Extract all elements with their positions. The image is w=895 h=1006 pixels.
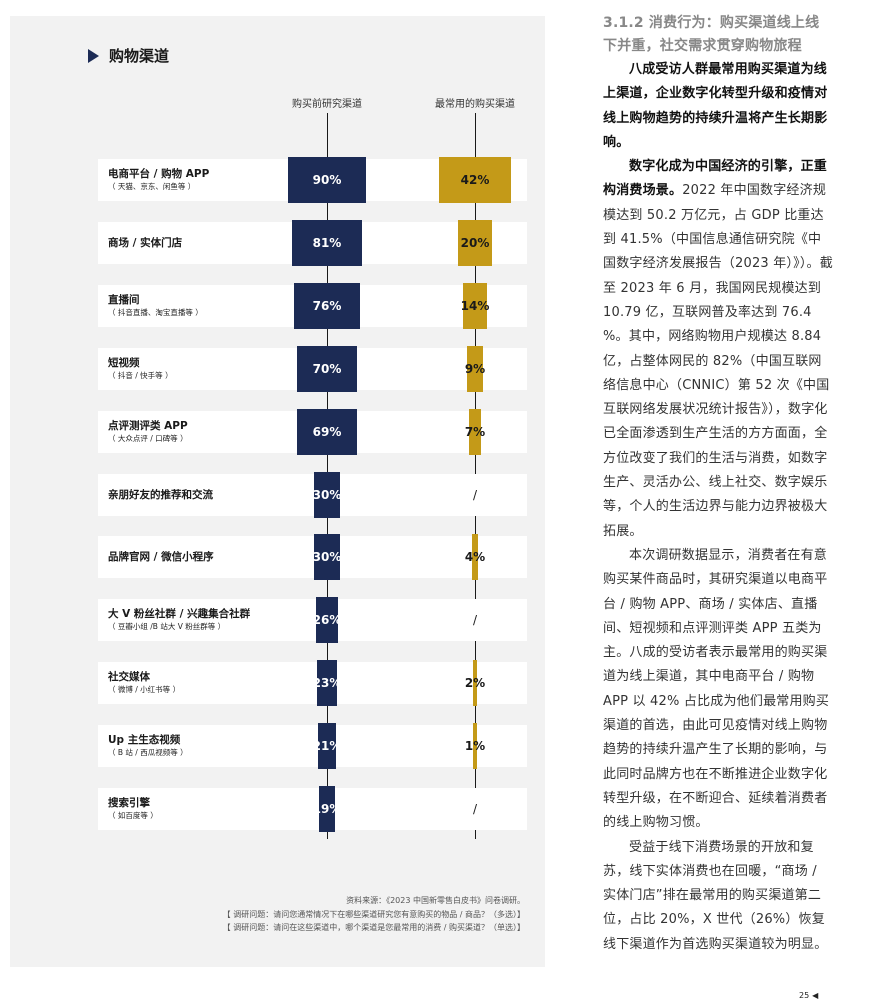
channel-examples: （ 如百度等 ） (108, 811, 158, 820)
article-column: 3.1.2 消费行为：购买渠道线上线下并重，社交需求贯穿购物旅程 八成受访人群最… (603, 12, 833, 957)
common-value-label: 2% (464, 676, 486, 691)
channel-examples: （ 抖音 / 快手等 ） (108, 370, 173, 380)
research-bar: 30% (313, 534, 341, 581)
channel-examples: （ B 站 / 西瓜视频等 ） (108, 748, 188, 758)
channel-row: Up 主生态视频（ B 站 / 西瓜视频等 ） (98, 725, 527, 768)
channel-examples: （ 豆瓣小组 /B 站大 V 粉丝群等 ） (108, 622, 226, 632)
channel-label: 商场 / 实体门店 (108, 236, 182, 250)
research-bar: 23% (313, 660, 341, 707)
common-value-label: / (472, 487, 478, 502)
common-value-label: / (472, 802, 478, 816)
paragraph-1: 数字化成为中国经济的引擎，正重构消费场景。2022 年中国数字经济规模达到 50… (603, 155, 833, 544)
channel-name: 社交媒体 (108, 671, 150, 684)
channel-name: 短视频 (108, 356, 140, 369)
common-bar (457, 219, 493, 266)
channel-name: 品牌官网 / 微信小程序 (108, 551, 214, 564)
research-bar: 21% (313, 723, 341, 770)
channel-examples: （ 微博 / 小红书等 ） (108, 685, 181, 695)
channel-name: 亲朋好友的推荐和交流 (108, 488, 213, 501)
paragraph-1-bold: 数字化成为中国经济的引擎，正重构消费场景。 (603, 159, 828, 199)
survey-question-2: 【 调研问题：请问在这些渠道中，哪个渠道是您最常用的消费 / 购买渠道？（单选）… (222, 923, 525, 932)
common-bar (467, 345, 483, 392)
common-value-label: 7% (464, 424, 486, 439)
channel-label: 社交媒体（ 微博 / 小红书等 ） (108, 670, 180, 696)
panel-title: 购物渠道 (88, 45, 169, 66)
column-header-common: 最常用的购买渠道 (435, 99, 515, 110)
common-bar (473, 723, 477, 770)
lead-paragraph: 八成受访人群最常用购买渠道为线上渠道，企业数字化转型升级和疫情对线上购物趋势的持… (603, 62, 828, 150)
chart-notes: 资料来源：《2023 中国新零售白皮书》问卷调研。 【 调研问题：请问您通常情况… (223, 894, 525, 935)
common-bar (473, 660, 477, 707)
channel-label: 点评测评类 APP （ 大众点评 / 口碑等 ） (108, 419, 188, 445)
research-bar: 81% (291, 219, 363, 266)
channel-row: 社交媒体（ 微博 / 小红书等 ） (98, 662, 527, 705)
channel-label: Up 主生态视频（ B 站 / 西瓜视频等 ） (108, 733, 188, 759)
common-bar (438, 157, 512, 203)
channel-examples: （ 天猫、京东、闲鱼等 ） (108, 182, 196, 191)
channel-label: 短视频（ 抖音 / 快手等 ） (108, 356, 173, 382)
paragraph-3: 受益于线下消费场景的开放和复苏，线下实体消费也在回暖，“商场 / 实体门店”排在… (603, 839, 828, 952)
common-value-label: 42% (460, 173, 490, 187)
paragraph-2: 本次调研数据显示，消费者在有意购买某件商品时，其研究渠道以电商平台 / 购物 A… (603, 547, 830, 831)
common-value-label: 1% (464, 739, 486, 754)
paragraph-1-text: 2022 年中国数字经济规模达到 50.2 万亿元，占 GDP 比重达到 41.… (603, 183, 833, 539)
channel-label: 亲朋好友的推荐和交流 (108, 488, 213, 502)
channel-label: 品牌官网 / 微信小程序 (108, 550, 214, 564)
channel-name: 直播间 (108, 293, 140, 306)
common-value-label: 4% (464, 550, 486, 565)
research-bar: 90% (287, 157, 367, 203)
source-note: 资料来源：《2023 中国新零售白皮书》问卷调研。 (346, 896, 525, 905)
channel-row: 搜索引擎 （ 如百度等 ） (98, 788, 527, 830)
common-value-label: 14% (460, 298, 490, 313)
channel-examples: （ 大众点评 / 口碑等 ） (108, 433, 188, 443)
channel-examples: （ 抖音直播、淘宝直播等 ） (108, 307, 203, 317)
channel-name: 商场 / 实体门店 (108, 236, 183, 249)
page-number: 25 ◀ (799, 991, 818, 1001)
research-bar: 70% (296, 345, 358, 392)
channel-row: 亲朋好友的推荐和交流 (98, 473, 527, 516)
triangle-marker-icon (88, 48, 99, 63)
research-bar: 30% (313, 471, 341, 518)
common-bar (462, 282, 488, 329)
research-bar: 69% (296, 408, 357, 455)
common-value-label: 20% (460, 235, 490, 250)
channel-name: Up 主生态视频 (108, 734, 181, 747)
research-bar: 19% (313, 786, 341, 832)
common-bar (468, 408, 481, 455)
page-marker-icon: ◀ (812, 991, 819, 1000)
column-header-research: 购买前研究渠道 (292, 99, 362, 110)
common-value-label: / (472, 613, 478, 628)
common-bar (471, 534, 479, 581)
research-bar: 26% (313, 597, 341, 644)
section-heading: 3.1.2 消费行为：购买渠道线上线下并重，社交需求贯穿购物旅程 (603, 15, 820, 54)
survey-question-1: 【 调研问题：请问您通常情况下在哪些渠道研究您有意购买的物品 / 商品？（多选）… (222, 909, 525, 919)
panel-title-text: 购物渠道 (109, 47, 170, 65)
channel-name: 电商平台 / 购物 APP (108, 168, 210, 180)
channel-name: 搜索引擎 (108, 797, 150, 809)
channel-row: 大 V 粉丝社群 / 兴趣集合社群（ 豆瓣小组 /B 站大 V 粉丝群等 ） (98, 599, 527, 642)
channel-label: 电商平台 / 购物 APP （ 天猫、京东、闲鱼等 ） (108, 167, 209, 193)
channel-label: 直播间（ 抖音直播、淘宝直播等 ） (108, 293, 203, 319)
channel-name: 点评测评类 APP (108, 419, 188, 432)
channel-label: 大 V 粉丝社群 / 兴趣集合社群（ 豆瓣小组 /B 站大 V 粉丝群等 ） (108, 607, 250, 633)
common-value-label: 9% (464, 361, 486, 376)
research-bar: 76% (293, 282, 361, 329)
page-number-text: 25 (799, 991, 810, 1000)
channel-name: 大 V 粉丝社群 / 兴趣集合社群 (108, 608, 251, 621)
channel-row: 品牌官网 / 微信小程序 (98, 536, 527, 579)
shopping-channel-chart-panel: 购物渠道 购买前研究渠道 最常用的购买渠道 电商平台 / 购物 APP （ 天猫、… (10, 16, 545, 967)
channel-label: 搜索引擎 （ 如百度等 ） (108, 796, 158, 822)
